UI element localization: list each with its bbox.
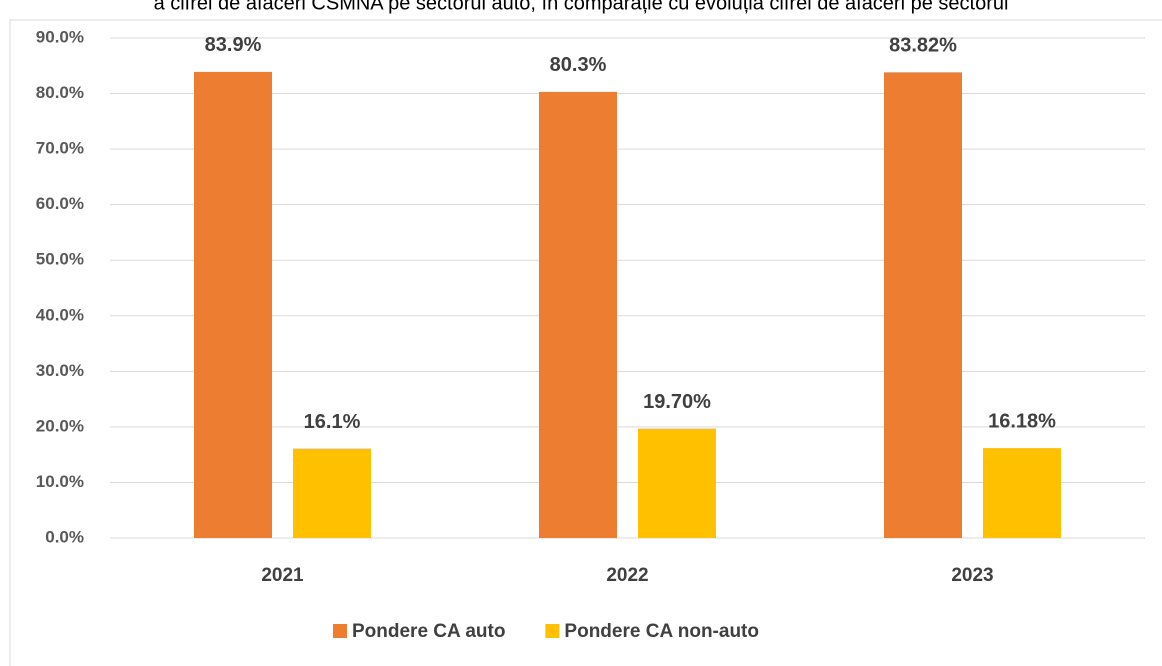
y-tick-label: 70.0% <box>36 139 84 158</box>
bar <box>983 448 1061 538</box>
bar <box>884 72 962 538</box>
y-tick-label: 50.0% <box>36 250 84 269</box>
x-tick-label: 2023 <box>951 565 993 586</box>
x-tick-label: 2021 <box>261 565 304 586</box>
bar <box>638 428 716 538</box>
data-label: 83.82% <box>889 35 957 57</box>
y-tick-label: 10.0% <box>36 472 84 491</box>
bar <box>539 91 617 538</box>
y-tick-label: 0.0% <box>45 527 84 546</box>
legend-swatch <box>545 624 560 638</box>
legend-label: Pondere CA auto <box>352 621 505 642</box>
bar <box>194 71 272 538</box>
data-label: 83.9% <box>205 34 262 56</box>
data-label: 80.3% <box>550 54 607 76</box>
chart-title: a cifrei de afaceri CSMNA pe sectorul au… <box>154 0 1009 14</box>
y-tick-label: 20.0% <box>36 416 84 435</box>
x-tick-label: 2022 <box>606 565 648 586</box>
y-tick-label: 30.0% <box>36 361 84 380</box>
legend-swatch <box>333 624 347 638</box>
bar <box>293 448 371 538</box>
legend-label: Pondere CA non-auto <box>564 621 759 642</box>
y-tick-label: 90.0% <box>36 27 84 46</box>
data-label: 16.18% <box>988 410 1056 432</box>
y-tick-label: 40.0% <box>36 305 84 324</box>
y-tick-label: 80.0% <box>36 83 84 102</box>
data-label: 19.70% <box>643 391 711 413</box>
data-label: 16.1% <box>304 411 361 433</box>
y-tick-label: 60.0% <box>36 194 84 213</box>
